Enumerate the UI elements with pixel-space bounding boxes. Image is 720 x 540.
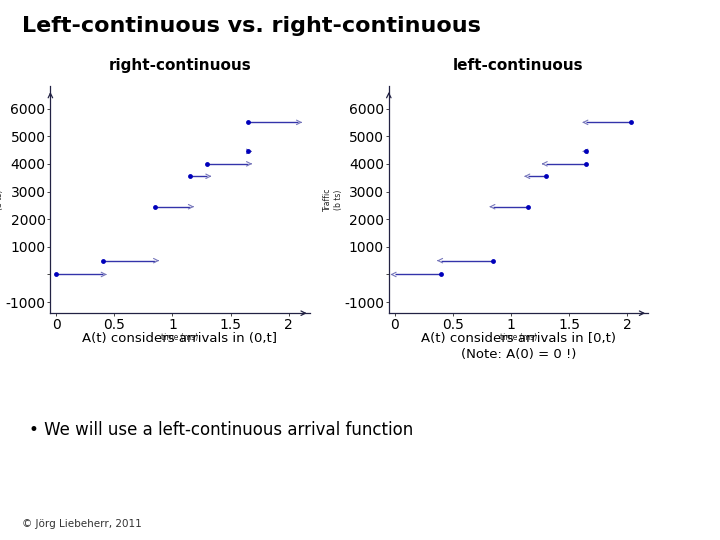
Text: (Note: A(0) = 0 !): (Note: A(0) = 0 !) (461, 348, 576, 361)
X-axis label: time (ms): time (ms) (500, 333, 537, 342)
X-axis label: time (ms): time (ms) (161, 333, 199, 342)
Text: A(t) considers arrivals in (0,t]: A(t) considers arrivals in (0,t] (83, 332, 277, 345)
Text: Left-continuous vs. right-continuous: Left-continuous vs. right-continuous (22, 16, 480, 36)
Y-axis label: Traffic
(b ts): Traffic (b ts) (323, 188, 343, 212)
Y-axis label: Traffic
(b ts): Traffic (b ts) (0, 188, 4, 212)
Text: • We will use a left-continuous arrival function: • We will use a left-continuous arrival … (29, 421, 413, 439)
Text: left-continuous: left-continuous (453, 58, 584, 73)
Text: © Jörg Liebeherr, 2011: © Jörg Liebeherr, 2011 (22, 519, 141, 529)
Text: right-continuous: right-continuous (109, 58, 251, 73)
Text: A(t) considers arrivals in [0,t): A(t) considers arrivals in [0,t) (421, 332, 616, 345)
